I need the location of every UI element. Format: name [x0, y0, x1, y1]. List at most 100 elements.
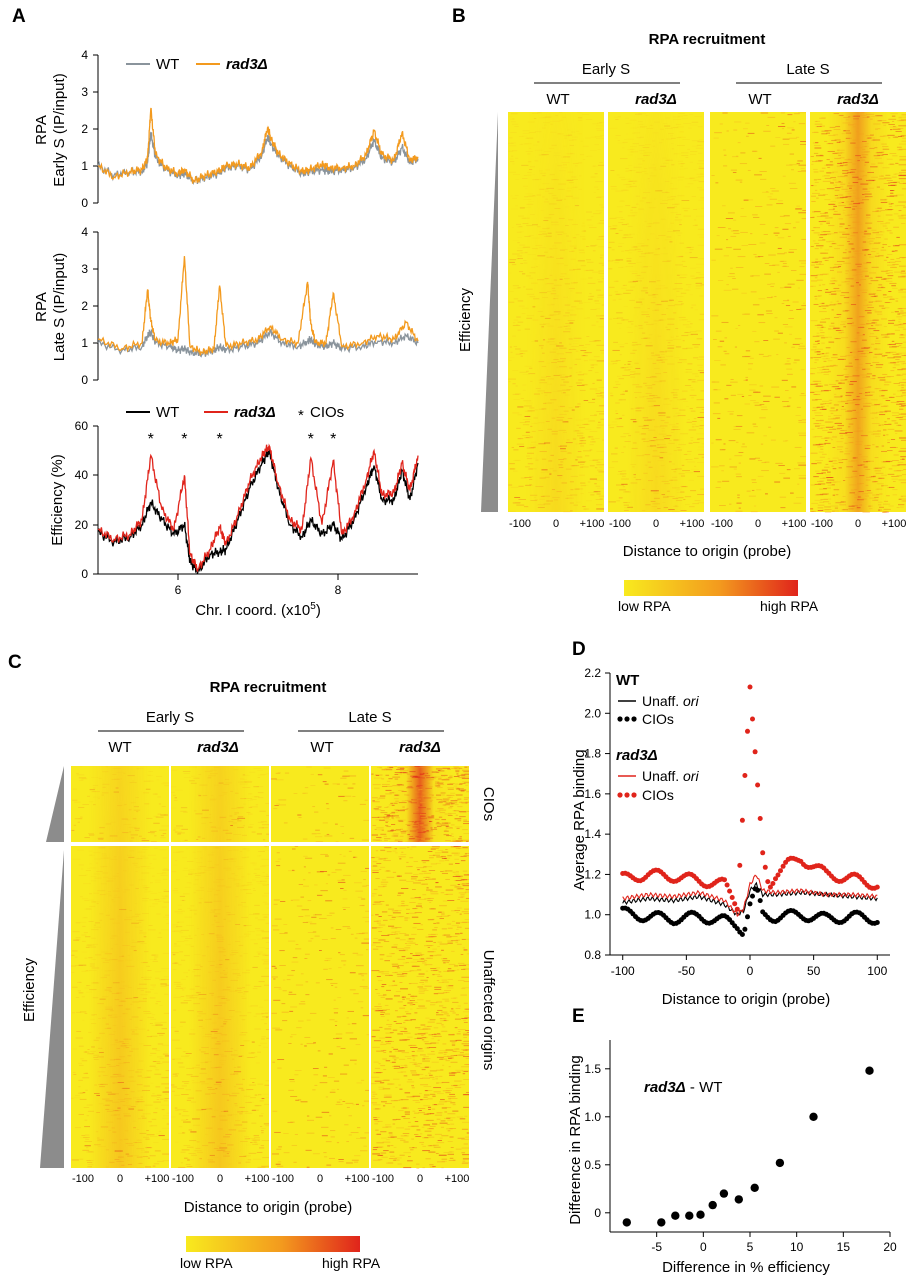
- panel-d: 0.8 1.0 1.2 1.4 1.6 1.8 2.0 2.2 -100 -50 0 50 100 Av…: [571, 666, 890, 1008]
- b-xtick-0-1: 0: [553, 518, 559, 530]
- panel-letter-e: E: [572, 1006, 585, 1027]
- d-series: [620, 684, 880, 937]
- b-early-s: Early S: [582, 61, 630, 78]
- e-point-2: [671, 1211, 680, 1220]
- c-xtick-0-2: +100: [145, 1173, 170, 1185]
- b-high-rpa: high RPA: [760, 598, 819, 614]
- e-point-5: [708, 1200, 717, 1210]
- c-cios-label: CIOs: [480, 787, 497, 821]
- e-point-1: [657, 1218, 666, 1227]
- a-top-series: [97, 107, 419, 185]
- legend-rad3-label-bottom: rad3Δ: [234, 404, 276, 421]
- e-xtick-4: 15: [837, 1240, 851, 1254]
- d-ytick-0: 0.8: [584, 948, 601, 962]
- e-xtick-2: 5: [747, 1240, 754, 1254]
- a-bottom-plot: 60 40 20 0 6 8 Efficiency (%) Chr. I coo…: [49, 404, 419, 619]
- a-bot-ytick-60: 60: [75, 419, 89, 433]
- b-xtick-0-2: +100: [580, 518, 605, 530]
- a-mid-plot: 4 3 2 1 0 RPA Late S (IP/input): [33, 225, 419, 387]
- e-xtick-1: 0: [700, 1240, 707, 1254]
- legend-cio-star: *: [298, 407, 304, 424]
- a-top-ytick-3: 3: [81, 85, 88, 99]
- d-ytick-7: 2.2: [584, 666, 601, 680]
- c-xtick-1-2: +100: [245, 1173, 270, 1185]
- d-legend-rad3-dots: [617, 792, 637, 798]
- c-unaff-late-rad3: [371, 846, 469, 1169]
- c-late-s: Late S: [348, 709, 391, 726]
- c-unaffected-triangle: [40, 850, 64, 1168]
- d-series-line-0: [622, 881, 878, 916]
- b-wt-early: WT: [546, 91, 569, 108]
- panel-c: RPA recruitment Early S Late S WT rad3Δ …: [21, 679, 497, 1271]
- b-low-rpa: low RPA: [618, 598, 671, 614]
- a-xtick-6: 6: [175, 583, 182, 597]
- e-point-8: [750, 1183, 759, 1193]
- cio-star-3: *: [308, 431, 314, 448]
- a-top-plot: 4 3 2 1 0 RPA Early S (IP/input) WT rad3…: [33, 48, 419, 210]
- panel-a: 4 3 2 1 0 RPA Early S (IP/input) WT rad3…: [33, 48, 419, 619]
- c-xtick-2-1: 0: [317, 1173, 323, 1185]
- d-legend-wt-title: WT: [616, 672, 639, 689]
- b-xtick-2-2: +100: [782, 518, 807, 530]
- b-xtick-3-1: 0: [855, 518, 861, 530]
- c-xtick-3-2: +100: [445, 1173, 470, 1185]
- b-efficiency-label: Efficiency: [457, 288, 474, 352]
- e-ytick-0: 0: [594, 1206, 601, 1220]
- c-rad3-late: rad3Δ: [399, 739, 441, 756]
- a-bottom-series: [97, 443, 419, 575]
- c-xlabel: Distance to origin (probe): [184, 1199, 352, 1216]
- c-cio-early-rad3: [171, 766, 269, 842]
- c-cio-late-rad3: [371, 766, 469, 843]
- e-xlabel: Difference in % efficiency: [662, 1259, 830, 1276]
- b-col-early-wt: [508, 112, 604, 513]
- b-xtick-1-0: -100: [609, 518, 631, 530]
- b-xticks: -100 0 +100 -100 0 +100 -100 0 +100 -100 0 +100: [509, 518, 906, 530]
- a-mid-ytick-4: 4: [81, 225, 88, 239]
- c-heatmap: [71, 766, 469, 1169]
- c-cio-early-wt: [71, 766, 169, 843]
- c-early-s: Early S: [146, 709, 194, 726]
- legend-wt-label-bottom: WT: [156, 404, 179, 421]
- a-bot-ylabel: Efficiency (%): [49, 454, 66, 545]
- d-legend-wt-dots: [617, 716, 637, 722]
- d-series-line-2: [622, 874, 878, 918]
- d-series-dots-3: [620, 684, 880, 912]
- b-col-early-rad3: [608, 112, 704, 513]
- a-mid-lines-line-1: [97, 256, 419, 356]
- c-xtick-3-1: 0: [417, 1173, 423, 1185]
- c-low-rpa: low RPA: [180, 1255, 233, 1271]
- e-point-6: [719, 1189, 729, 1198]
- d-xtick-2: 0: [747, 964, 754, 978]
- c-xtick-2-0: -100: [272, 1173, 294, 1185]
- a-top-ytick-1: 1: [81, 159, 88, 173]
- a-mid-ytick-1: 1: [81, 336, 88, 350]
- c-rad3-early: rad3Δ: [197, 739, 239, 756]
- a-xlabel: Chr. I coord. (x105): [195, 601, 321, 619]
- a-bot-ytick-0: 0: [81, 567, 88, 581]
- b-col-late-rad3: [810, 112, 906, 513]
- e-point-9: [775, 1158, 785, 1168]
- a-bot-lines-line-0: [97, 448, 419, 575]
- a-mid-series: [97, 256, 419, 358]
- e-point-3: [685, 1211, 694, 1220]
- d-legend-rad3-cios: CIOs: [642, 787, 674, 803]
- panel-e: 0 0.5 1.0 1.5 -5 0 5 10 15 20 Difference in RPA b…: [567, 1040, 897, 1276]
- a-mid-ytick-3: 3: [81, 262, 88, 276]
- c-xtick-0-0: -100: [72, 1173, 94, 1185]
- a-top-ytick-2: 2: [81, 122, 88, 136]
- b-xtick-1-2: +100: [680, 518, 705, 530]
- d-xtick-0: -100: [611, 964, 635, 978]
- d-xtick-3: 50: [807, 964, 821, 978]
- b-efficiency-triangle: [481, 112, 498, 512]
- a-mid-ylabel-1: RPA: [33, 292, 50, 322]
- b-xtick-2-0: -100: [711, 518, 733, 530]
- c-efficiency-label: Efficiency: [21, 958, 38, 1022]
- panel-letter-c: C: [8, 652, 22, 673]
- e-annotation: rad3Δ - WT: [644, 1079, 722, 1096]
- legend-rad3-label: rad3Δ: [226, 56, 268, 73]
- c-high-rpa: high RPA: [322, 1255, 381, 1271]
- e-xtick-0: -5: [651, 1240, 662, 1254]
- a-mid-lines-line-0: [97, 328, 419, 358]
- c-xtick-0-1: 0: [117, 1173, 123, 1185]
- cio-stars: * * * * *: [148, 431, 337, 448]
